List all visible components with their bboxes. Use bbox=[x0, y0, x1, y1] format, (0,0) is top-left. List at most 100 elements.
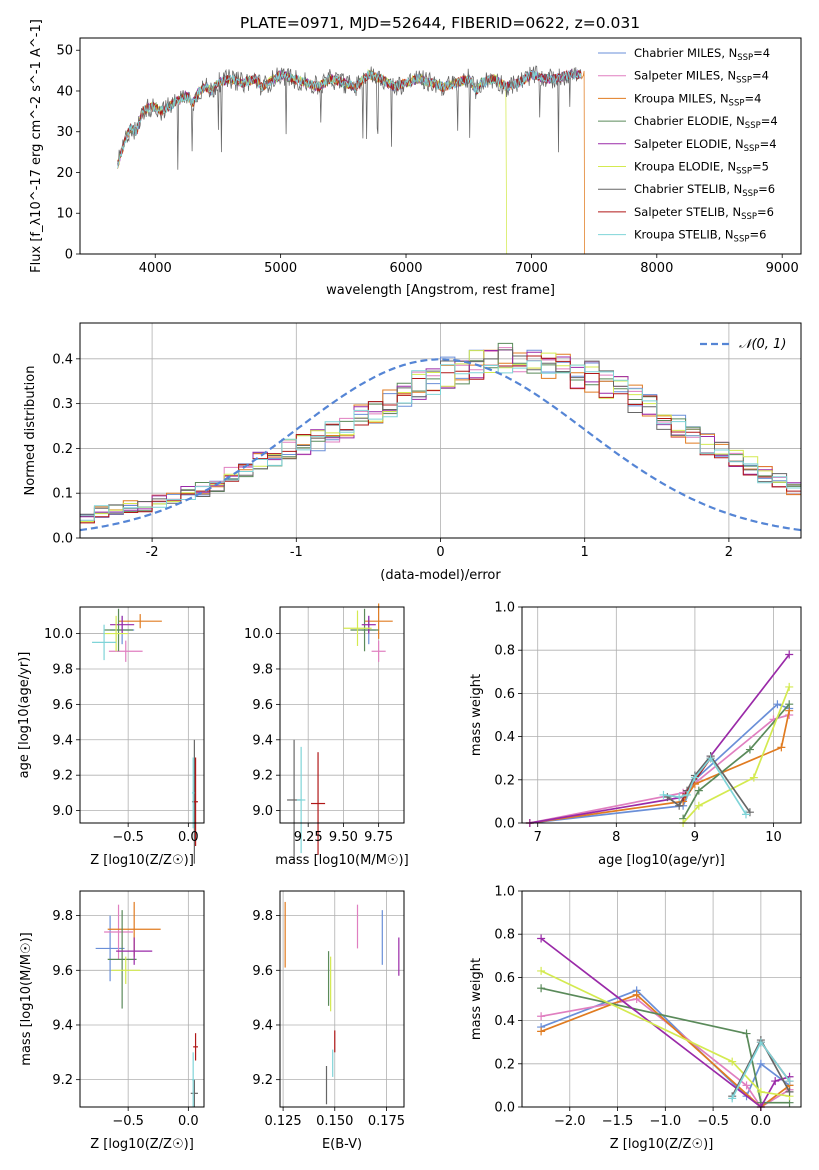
x-axis-label: mass [log10(M/M☉)] bbox=[275, 853, 408, 868]
weight-marker bbox=[741, 810, 750, 819]
x-axis-label: age [log10(age/yr)] bbox=[598, 853, 725, 868]
weight-marker bbox=[773, 700, 782, 709]
legend-label: Chabrier STELIB, NSSP=6 bbox=[634, 182, 775, 199]
legend-label: Salpeter STELIB, NSSP=6 bbox=[634, 205, 774, 222]
age-vs-Z-plot: −0.5 0.0 9.0 9.2 9.4 9.6 9.8 10.0 Z [log10(Z/Z☉)… bbox=[17, 606, 205, 868]
errorbar-point bbox=[361, 615, 376, 634]
x-axis-label: (data-model)/error bbox=[380, 568, 501, 583]
errorbar-point bbox=[118, 614, 162, 629]
weight-vs-Z-plot: −2.0 −1.5 −1.0 −0.5 0.0 0.0 0.2 0.4 0.6 0.8 1.0 Z [… bbox=[469, 885, 802, 1152]
y-tick-label: 9.2 bbox=[52, 1073, 73, 1088]
legend-label: 𝒩(0, 1) bbox=[739, 337, 786, 352]
x-tick-label: 6000 bbox=[389, 261, 422, 276]
legend-label: Kroupa STELIB, NSSP=6 bbox=[634, 228, 766, 245]
y-tick-label: 0.4 bbox=[494, 730, 515, 745]
errorbar-point bbox=[311, 752, 326, 855]
age-vs-mass-plot: 9.25 9.50 9.75 9.0 9.2 9.4 9.6 9.8 10.0 mass [log… bbox=[244, 603, 409, 868]
weight-marker bbox=[728, 1094, 737, 1103]
x-tick-label: 0.0 bbox=[178, 1114, 199, 1129]
axes-frame bbox=[79, 606, 205, 824]
errorbar-point bbox=[92, 624, 117, 661]
weight-series-line bbox=[682, 686, 790, 824]
weight-marker bbox=[742, 1081, 751, 1090]
y-tick-label: 0.0 bbox=[494, 817, 515, 832]
y-tick-label: 9.2 bbox=[252, 1073, 273, 1088]
y-tick-label: 9.2 bbox=[252, 769, 273, 784]
x-tick-label: 9000 bbox=[766, 261, 799, 276]
y-tick-label: 0.6 bbox=[494, 971, 515, 986]
weight-marker bbox=[690, 773, 699, 782]
errorbar-point bbox=[191, 757, 195, 829]
errorbar-point bbox=[371, 640, 386, 662]
errorbar-point bbox=[193, 1033, 198, 1061]
y-tick-label: 9.8 bbox=[52, 662, 73, 677]
weight-series-line bbox=[529, 710, 791, 824]
spectrum-series-line bbox=[117, 69, 582, 162]
y-tick-label: 0.6 bbox=[494, 687, 515, 702]
x-tick-label: 0.150 bbox=[316, 1114, 353, 1129]
x-tick-label: 0.175 bbox=[368, 1114, 405, 1129]
weight-marker bbox=[659, 790, 668, 799]
y-tick-label: 0.4 bbox=[494, 1014, 515, 1029]
legend-label: Salpeter ELODIE, NSSP=4 bbox=[634, 137, 777, 154]
y-tick-label: 0.1 bbox=[52, 487, 73, 502]
x-tick-label: 8000 bbox=[640, 261, 673, 276]
y-tick-label: 0.8 bbox=[494, 928, 515, 943]
weight-marker bbox=[694, 786, 703, 795]
weight-marker bbox=[537, 934, 546, 943]
normal-curve bbox=[80, 358, 801, 532]
y-tick-label: 9.4 bbox=[52, 1018, 73, 1033]
weight-series-line bbox=[540, 970, 790, 1098]
legend-label: Kroupa MILES, NSSP=4 bbox=[634, 91, 761, 108]
weight-marker bbox=[632, 990, 641, 999]
y-tick-label: 0.3 bbox=[52, 397, 73, 412]
y-tick-label: 0.8 bbox=[494, 644, 515, 659]
x-tick-label: 8 bbox=[612, 830, 620, 845]
axes-frame bbox=[521, 890, 802, 1108]
histogram-series bbox=[80, 350, 801, 522]
y-tick-label: 0.2 bbox=[494, 773, 515, 788]
axes-frame bbox=[279, 606, 405, 824]
weight-marker bbox=[749, 773, 758, 782]
y-tick-label: 0 bbox=[65, 248, 73, 263]
weight-series-line bbox=[666, 754, 751, 813]
weight-marker bbox=[771, 1077, 780, 1086]
y-axis-label: age [log10(age/yr)] bbox=[17, 652, 32, 779]
y-tick-label: 50 bbox=[56, 44, 73, 59]
y-tick-label: 0.4 bbox=[52, 352, 73, 367]
weight-marker bbox=[694, 801, 703, 810]
x-tick-label: -1 bbox=[290, 545, 303, 560]
x-tick-label: 1 bbox=[581, 545, 589, 560]
y-tick-label: 1.0 bbox=[494, 885, 515, 900]
x-tick-label: 0.0 bbox=[178, 830, 199, 845]
x-tick-label: 9 bbox=[691, 830, 699, 845]
residuals-plot: -2 -1 0 1 2 0.0 0.1 0.2 0.3 0.4 (data-model)/error… bbox=[23, 322, 802, 583]
errorbar-point bbox=[116, 937, 153, 965]
y-axis-label: mass weight bbox=[469, 674, 484, 756]
x-tick-label: −1.0 bbox=[650, 1114, 682, 1129]
histogram-series bbox=[80, 355, 801, 524]
x-tick-label: -2 bbox=[146, 545, 159, 560]
weight-marker bbox=[537, 1027, 546, 1036]
weight-marker bbox=[756, 1059, 765, 1068]
spectrum-plot: 4000 5000 6000 7000 8000 9000 0 10 20 30 40 50 wavel… bbox=[29, 19, 802, 298]
y-axis-label: Normed distribution bbox=[23, 366, 38, 496]
errorbar-point bbox=[111, 956, 141, 984]
y-tick-label: 0.0 bbox=[52, 532, 73, 547]
legend-label: Chabrier ELODIE, NSSP=4 bbox=[634, 114, 778, 131]
weight-vs-age-plot: 7 8 9 10 0.0 0.2 0.4 0.6 0.8 1.0 age [log10(age/yr… bbox=[469, 601, 802, 868]
histogram-series bbox=[80, 360, 801, 521]
x-tick-label: 4000 bbox=[139, 261, 172, 276]
y-tick-label: 0.2 bbox=[52, 442, 73, 457]
weight-marker bbox=[756, 1087, 765, 1096]
y-tick-label: 0.0 bbox=[494, 1101, 515, 1116]
x-tick-label: 2 bbox=[725, 545, 733, 560]
errorbar-point bbox=[343, 610, 372, 646]
weight-marker bbox=[675, 801, 684, 810]
errorbar-point bbox=[104, 615, 129, 652]
x-tick-label: 5000 bbox=[264, 261, 297, 276]
weight-marker bbox=[537, 984, 546, 993]
weight-marker bbox=[785, 682, 794, 691]
errorbar-point bbox=[193, 757, 198, 847]
